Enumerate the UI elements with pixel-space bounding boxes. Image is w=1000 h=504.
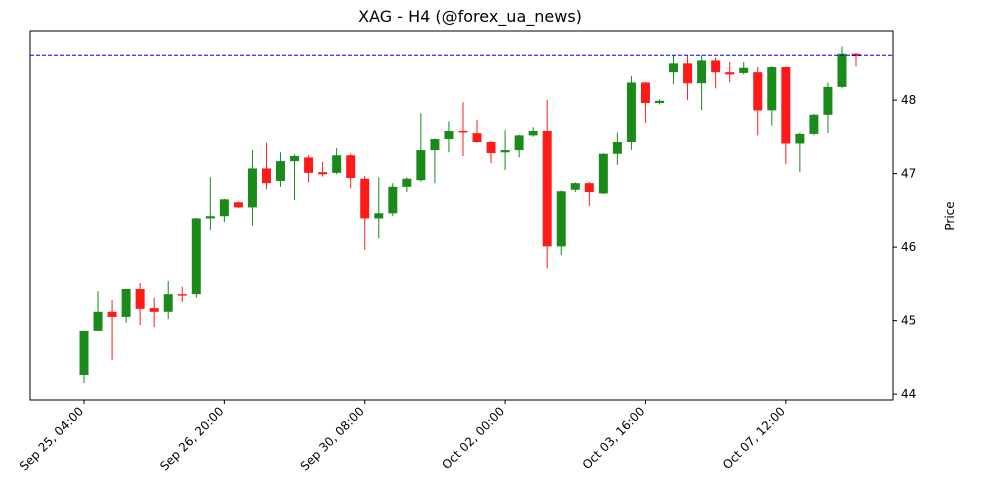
candle-body <box>767 67 777 111</box>
candle-body <box>542 130 552 247</box>
candle-body <box>556 191 566 247</box>
x-tick-label: Oct 02, 00:00 <box>439 404 507 472</box>
candle-body <box>528 130 538 136</box>
candle-body <box>458 130 468 133</box>
candle-body <box>121 289 131 317</box>
y-tick-label: 45 <box>901 314 916 328</box>
x-tick-label: Sep 25, 04:00 <box>17 404 86 473</box>
y-axis-label: Price <box>943 201 957 230</box>
candle-body <box>598 153 608 194</box>
x-tick-label: Sep 30, 08:00 <box>298 404 367 473</box>
candle-body <box>360 178 370 219</box>
candle-body <box>739 67 749 73</box>
plot-frame <box>29 30 894 401</box>
candle-body <box>149 308 159 312</box>
candle-body <box>276 161 286 181</box>
candle-body <box>444 130 454 140</box>
candle-body <box>570 183 580 190</box>
y-tick-label: 48 <box>901 93 916 107</box>
candle-body <box>795 133 805 144</box>
candle-body <box>781 67 791 144</box>
candle-body <box>486 141 496 154</box>
candle-body <box>697 60 707 84</box>
candle-body <box>219 199 229 217</box>
candle-body <box>500 150 510 153</box>
candle-body <box>753 72 763 111</box>
candle-body <box>346 155 356 179</box>
candle-body <box>191 218 201 295</box>
x-tick-label: Oct 03, 16:00 <box>580 404 648 472</box>
candle-body <box>683 63 693 84</box>
candle-body <box>823 86 833 115</box>
candle-body <box>233 202 243 208</box>
x-tick-label: Oct 07, 12:00 <box>720 404 788 472</box>
candle-body <box>725 72 735 75</box>
candle-body <box>318 172 328 175</box>
candle-body <box>304 157 314 173</box>
candle-body <box>640 82 650 104</box>
chart-title: XAG - H4 (@forex_ua_news) <box>358 7 582 27</box>
candle-body <box>163 294 173 312</box>
candle-body <box>612 141 622 154</box>
candle-body <box>837 53 847 87</box>
candle-body <box>514 135 524 151</box>
candle-body <box>472 133 482 142</box>
x-tick-label: Sep 26, 20:00 <box>157 404 226 473</box>
y-tick-label: 44 <box>901 387 916 401</box>
candle-body <box>247 168 257 208</box>
candle-body <box>388 186 398 214</box>
candle-body <box>669 63 679 73</box>
candle-body <box>177 294 187 296</box>
candle-body <box>430 139 440 151</box>
candle-body <box>584 183 594 192</box>
candle-body <box>205 216 215 219</box>
candle-body <box>374 213 384 219</box>
candle-body <box>654 100 664 104</box>
y-tick-label: 47 <box>901 167 916 181</box>
candle-body <box>711 60 721 73</box>
candle-body <box>107 311 117 317</box>
candle-body <box>809 114 819 134</box>
candle-body <box>135 289 145 309</box>
candle-body <box>626 82 636 142</box>
candle-body <box>332 155 342 173</box>
candle-body <box>416 150 426 181</box>
y-tick-label: 46 <box>901 240 916 254</box>
candle-body <box>402 178 412 187</box>
candle-body <box>261 168 271 184</box>
candle-body <box>290 155 300 162</box>
candle-body <box>79 330 89 376</box>
candle-body <box>93 311 103 331</box>
